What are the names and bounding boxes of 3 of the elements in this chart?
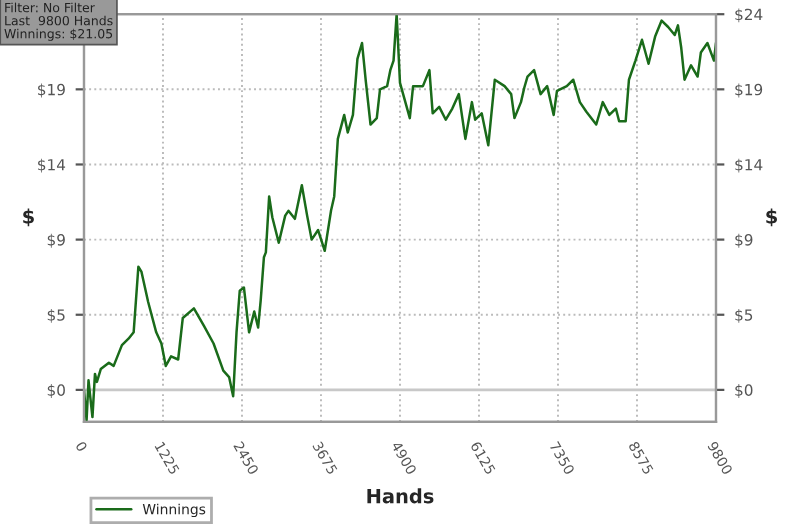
y2-axis-title: $ <box>766 208 777 227</box>
x-axis-title: Hands <box>367 488 434 504</box>
y-axis-title: $ <box>23 208 34 227</box>
